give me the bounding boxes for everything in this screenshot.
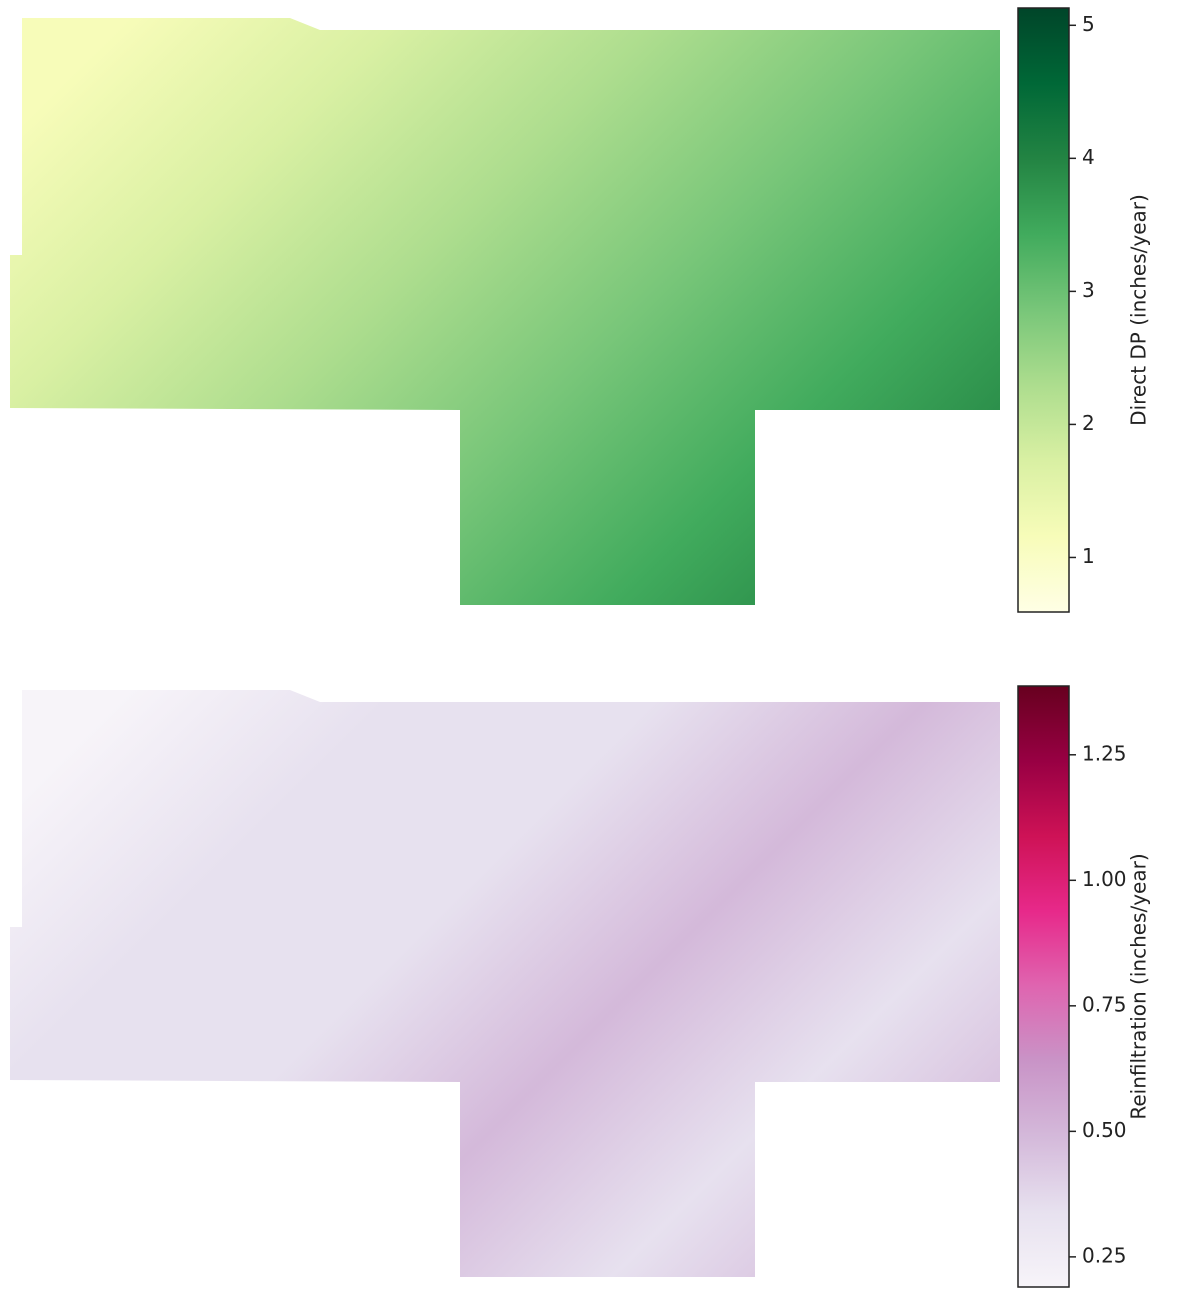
- colorbar-tick-label: 1.25: [1082, 741, 1127, 765]
- colorbar-tick-label: 4: [1082, 145, 1095, 169]
- colorbar-tick-label: 1: [1082, 544, 1095, 568]
- colorbar-tick-label: 5: [1082, 12, 1095, 36]
- colorbar-tick-label: 0.75: [1082, 992, 1127, 1016]
- colorbar-label: Direct DP (inches/year): [1127, 194, 1151, 426]
- colorbar: [1018, 686, 1069, 1287]
- colorbar-tick-label: 2: [1082, 411, 1095, 435]
- figure: 1 2 3 4 5 Direct DP (inches/year) 0.25 0.50 0.75…: [0, 0, 1192, 1291]
- map-region: [10, 18, 1000, 605]
- colorbar-label: Reinfiltration (inches/year): [1127, 853, 1151, 1119]
- colorbar-tick-label: 1.00: [1082, 867, 1127, 891]
- colorbar-tick-label: 0.50: [1082, 1118, 1127, 1142]
- colorbar: [1018, 8, 1069, 612]
- map-region: [10, 690, 1000, 1277]
- colorbar-tick-label: 3: [1082, 278, 1095, 302]
- colorbar-tick-label: 0.25: [1082, 1243, 1127, 1267]
